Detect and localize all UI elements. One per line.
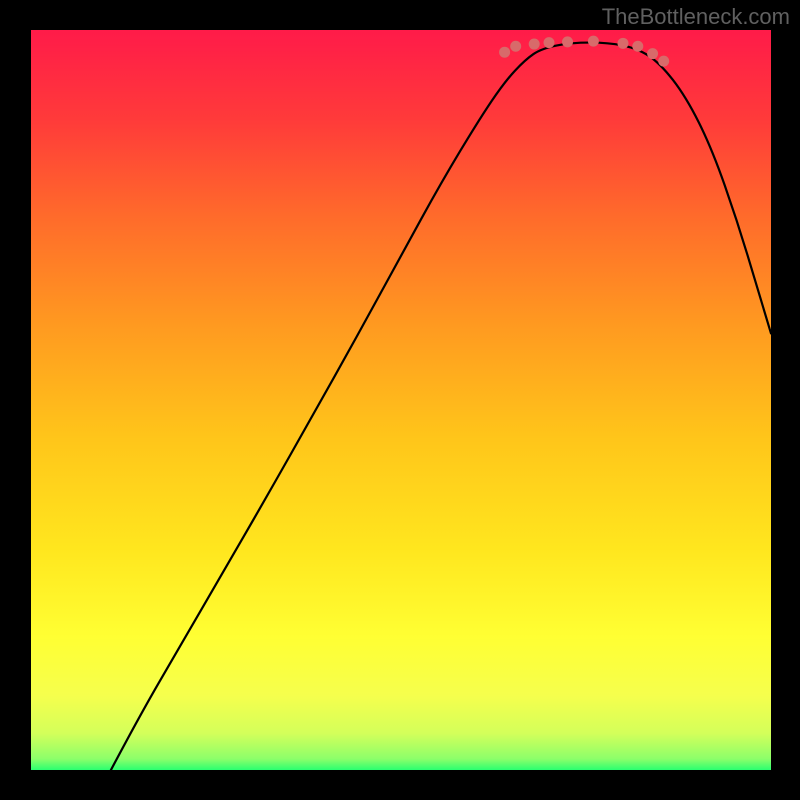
trough-marker <box>499 47 510 58</box>
watermark-text: TheBottleneck.com <box>602 4 790 30</box>
trough-marker <box>510 41 521 52</box>
trough-marker <box>658 56 669 67</box>
trough-marker <box>562 36 573 47</box>
trough-marker <box>618 38 629 49</box>
trough-marker <box>647 48 658 59</box>
trough-marker <box>588 36 599 47</box>
trough-marker <box>632 41 643 52</box>
curve-layer <box>31 30 771 770</box>
plot-area <box>31 30 771 770</box>
trough-marker <box>529 39 540 50</box>
bottleneck-curve <box>111 43 771 770</box>
trough-marker <box>544 37 555 48</box>
